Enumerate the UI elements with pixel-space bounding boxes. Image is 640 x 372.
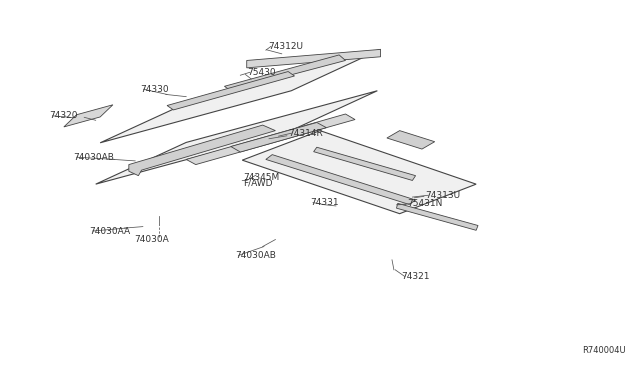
Polygon shape bbox=[167, 71, 294, 110]
Text: 74320: 74320 bbox=[49, 111, 77, 121]
Text: 74030AA: 74030AA bbox=[90, 227, 131, 235]
Text: 74030A: 74030A bbox=[134, 235, 169, 244]
Text: 75430: 75430 bbox=[246, 68, 275, 77]
Polygon shape bbox=[129, 125, 275, 176]
Text: 74312U: 74312U bbox=[268, 42, 303, 51]
Text: 74345M: 74345M bbox=[244, 173, 280, 182]
Text: 75431N: 75431N bbox=[407, 199, 443, 208]
Text: 74314R: 74314R bbox=[288, 129, 323, 138]
Polygon shape bbox=[243, 131, 476, 214]
Polygon shape bbox=[387, 131, 435, 149]
Text: R740004U: R740004U bbox=[582, 346, 626, 355]
Text: 74030AB: 74030AB bbox=[74, 153, 115, 162]
Polygon shape bbox=[64, 105, 113, 127]
Polygon shape bbox=[266, 155, 415, 205]
Polygon shape bbox=[186, 114, 355, 164]
Text: 74330: 74330 bbox=[140, 85, 169, 94]
Text: F/AWD: F/AWD bbox=[244, 179, 273, 187]
Polygon shape bbox=[96, 91, 378, 184]
Text: 74030AB: 74030AB bbox=[236, 251, 276, 260]
Polygon shape bbox=[246, 49, 381, 68]
Polygon shape bbox=[231, 122, 326, 152]
Polygon shape bbox=[314, 147, 415, 180]
Text: 74313U: 74313U bbox=[425, 191, 460, 200]
Polygon shape bbox=[225, 55, 346, 91]
Polygon shape bbox=[396, 203, 478, 230]
Text: 74321: 74321 bbox=[401, 272, 430, 281]
Polygon shape bbox=[100, 49, 381, 143]
Text: 74331: 74331 bbox=[310, 198, 339, 207]
